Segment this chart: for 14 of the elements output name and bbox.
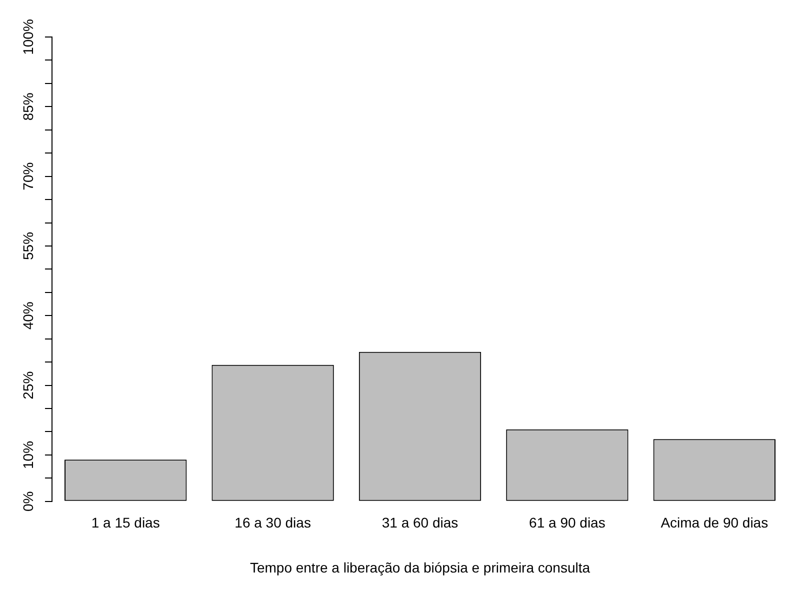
x-tick-label: 1 a 15 dias — [91, 514, 160, 531]
x-axis-title: Tempo entre a liberação da biópsia e primeira consulta — [250, 559, 590, 576]
y-tick-label: 0% — [20, 491, 36, 512]
x-tick-label: 16 a 30 dias — [234, 514, 311, 531]
y-tick-label: 70% — [20, 162, 36, 190]
y-tick-label: 100% — [20, 19, 36, 55]
x-tick-label: 61 a 90 dias — [529, 514, 606, 531]
y-tick-label: 40% — [20, 302, 36, 330]
y-tick-label: 55% — [20, 232, 36, 260]
x-tick-label: 31 a 60 dias — [382, 514, 458, 531]
x-tick-label: Acima de 90 dias — [660, 514, 768, 531]
y-tick-label: 85% — [20, 92, 36, 121]
y-tick-label: 10% — [20, 440, 36, 469]
y-tick-label: 25% — [20, 371, 36, 400]
